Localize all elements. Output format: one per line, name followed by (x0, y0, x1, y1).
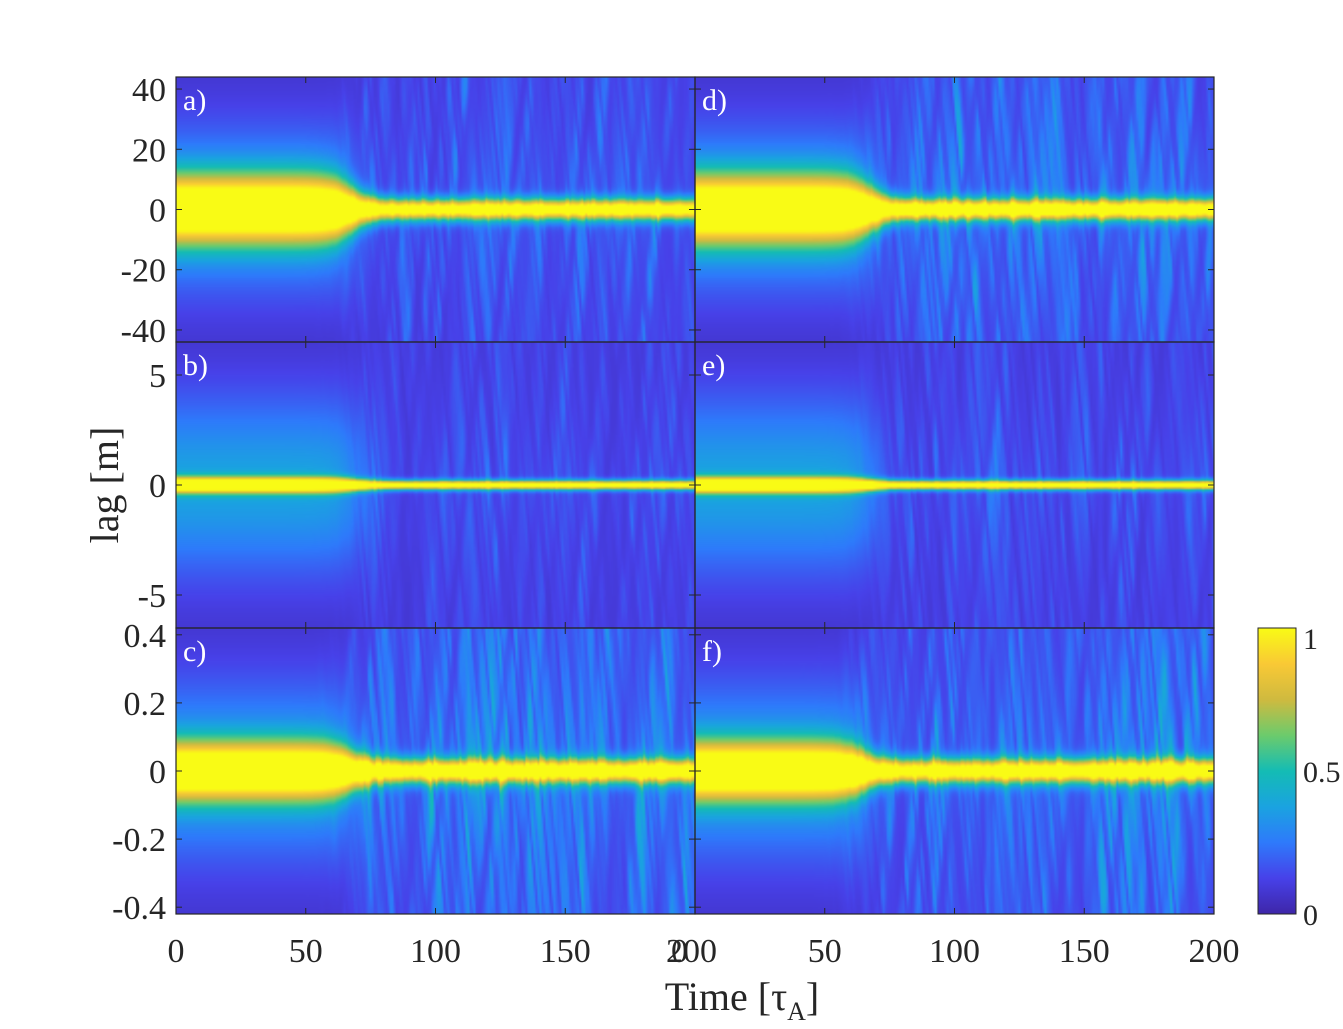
panel-label-c: c) (183, 635, 206, 668)
x-tick-label: 0 (671, 933, 688, 970)
x-tick-label: 100 (410, 933, 461, 970)
x-tick-label: 150 (540, 933, 591, 970)
x-tick-label: 200 (666, 933, 717, 970)
x-axis-title-close: ] (806, 974, 819, 1019)
y-tick-label: 20 (132, 132, 166, 169)
heatmap-cells-b (176, 342, 695, 628)
y-tick-label: -5 (138, 578, 166, 615)
heatmap-cells-c (176, 628, 695, 914)
x-axis-title-main: Time [τ (665, 974, 787, 1019)
x-axis-title: Time [τA] (665, 974, 820, 1026)
x-tick-label: 50 (808, 933, 842, 970)
heatmap-cells-d (695, 77, 1214, 342)
y-tick-label: 40 (132, 72, 166, 109)
panels-layer (176, 77, 1214, 914)
colorbar-gradient (1257, 627, 1297, 915)
x-tick-label: 100 (929, 933, 980, 970)
y-tick-label: -20 (121, 253, 166, 290)
y-tick-label: -40 (121, 313, 166, 350)
panel-label-e: e) (702, 349, 725, 382)
x-tick-label: 50 (289, 933, 323, 970)
panel-label-f: f) (702, 635, 722, 668)
y-tick-label: 0 (149, 193, 166, 230)
y-tick-label: -0.2 (112, 822, 166, 859)
heatmap-cells-a (176, 77, 695, 342)
colorbar-tick-label-mid: 0.5 (1303, 756, 1341, 789)
x-axis-title-subscript: A (787, 997, 806, 1026)
panel-label-a: a) (183, 84, 206, 117)
y-tick-label: 0 (149, 468, 166, 505)
y-tick-label: 0.2 (124, 686, 167, 723)
panel-label-b: b) (183, 349, 208, 382)
panel-label-d: d) (702, 84, 727, 117)
colorbar-tick-label-max: 1 (1303, 623, 1318, 656)
heatmap-cells-e (695, 342, 1214, 628)
y-tick-label: 0.4 (124, 618, 167, 655)
colorbar: 0 0.5 1 (1257, 623, 1341, 932)
x-tick-label: 0 (168, 933, 185, 970)
y-tick-label: 0 (149, 754, 166, 791)
heatmap-cells-f (695, 628, 1214, 914)
y-tick-label: -0.4 (112, 890, 166, 927)
colorbar-tick-label-min: 0 (1303, 899, 1318, 932)
x-tick-label: 150 (1059, 933, 1110, 970)
y-axis-title: lag [m] (82, 427, 127, 544)
x-tick-label: 200 (1189, 933, 1240, 970)
y-tick-label: 5 (149, 358, 166, 395)
